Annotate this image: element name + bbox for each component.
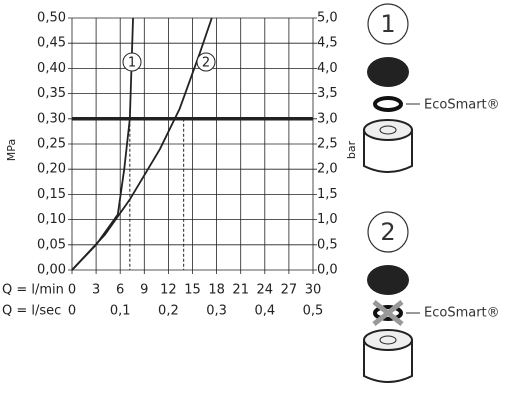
x2-axis-label: Q = l/sec	[2, 304, 61, 319]
badge	[367, 3, 409, 45]
x2-tick-label: 0,1	[110, 304, 131, 319]
y2-tick-label: 1,0	[317, 212, 338, 227]
y2-tick-label: 2,0	[317, 162, 338, 177]
x-tick-label: 24	[257, 283, 274, 298]
badge-label: 1	[380, 10, 395, 38]
y2-tick-label: 0,5	[317, 237, 338, 252]
x-tick-label: 21	[232, 283, 249, 298]
mesh	[367, 57, 409, 87]
y2-tick-label: 1,5	[317, 187, 338, 202]
y2-tick-label: 2,5	[317, 137, 338, 152]
y-tick-label: 0,35	[37, 86, 66, 101]
y-tick-label: 0,15	[37, 187, 66, 202]
x2-tick-label: 0,2	[158, 304, 179, 319]
y-tick-label: 0,45	[37, 36, 66, 51]
x-axis-label: Q = l/min	[2, 283, 64, 298]
y2-tick-label: 3,0	[317, 111, 338, 126]
x-tick-label: 6	[116, 283, 124, 298]
ring	[373, 305, 403, 321]
x-tick-label: 12	[160, 283, 177, 298]
x-tick-label: 27	[281, 283, 298, 298]
x-tick-label: 3	[92, 283, 100, 298]
y2-tick-label: 4,5	[317, 36, 338, 51]
aerator	[363, 339, 413, 383]
illustration-2	[363, 211, 420, 383]
product-label: EcoSmart®	[424, 306, 500, 321]
x2-tick-label: 0,3	[206, 304, 227, 319]
curve-label: 2	[202, 56, 210, 71]
y-tick-label: 0,50	[37, 11, 66, 26]
cross	[372, 300, 404, 326]
badge	[367, 211, 409, 253]
curve-label: 1	[128, 56, 136, 71]
y-tick-label: 0,30	[37, 111, 66, 126]
y-tick-label: 0,05	[37, 237, 66, 252]
product-label: EcoSmart®	[424, 98, 500, 113]
y2-axis-label: bar	[345, 140, 358, 159]
x2-tick-label: 0,4	[254, 304, 275, 319]
y2-tick-label: 5,0	[317, 11, 338, 26]
x-tick-label: 18	[208, 283, 225, 298]
curve-badge	[196, 52, 216, 72]
y-tick-label: 0,10	[37, 212, 66, 227]
curve	[71, 17, 213, 271]
x2-tick-label: 0,5	[303, 304, 324, 319]
x2-tick-label: 0	[68, 304, 76, 319]
y-axis-label: MPa	[5, 139, 18, 161]
ring	[373, 96, 403, 112]
x-tick-label: 9	[140, 283, 148, 298]
aerator-core	[379, 125, 397, 135]
curve-badge	[122, 52, 142, 72]
x-tick-label: 30	[305, 283, 322, 298]
illustration-1	[363, 3, 420, 173]
y-tick-label: 0,20	[37, 162, 66, 177]
aerator-core	[379, 335, 397, 345]
y2-tick-label: 4,0	[317, 61, 338, 76]
y-tick-label: 0,25	[37, 137, 66, 152]
y-tick-label: 0,40	[37, 61, 66, 76]
aerator-top	[363, 119, 413, 141]
x-tick-label: 15	[184, 283, 201, 298]
aerator	[363, 129, 413, 173]
aerator-top	[363, 329, 413, 351]
badge-label: 2	[380, 218, 395, 246]
y-tick-label: 0,00	[37, 263, 66, 278]
mesh	[367, 265, 409, 295]
y2-tick-label: 0,0	[317, 263, 338, 278]
y2-tick-label: 3,5	[317, 86, 338, 101]
x-tick-label: 0	[68, 283, 76, 298]
